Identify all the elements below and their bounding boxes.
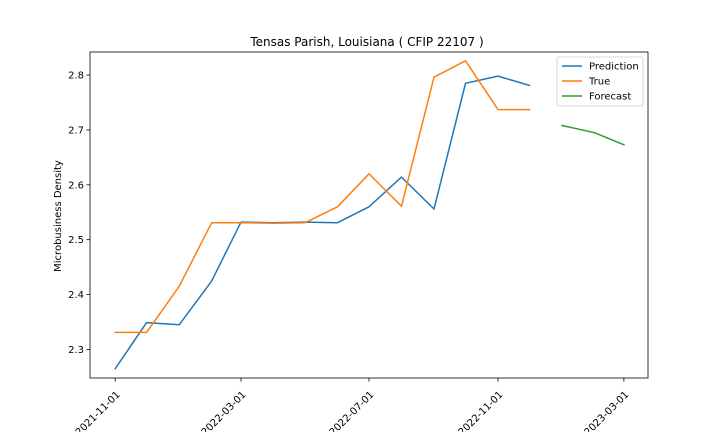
y-tick-label: 2.6	[68, 180, 84, 191]
x-tick-label: 2021-11-01	[74, 389, 123, 432]
legend-label-prediction: Prediction	[589, 62, 639, 73]
y-axis: 2.3 2.4 2.5 2.6 2.7 2.8	[68, 71, 90, 356]
series-line-prediction	[114, 75, 531, 370]
series-line-forecast	[561, 124, 625, 146]
y-tick-label: 2.5	[68, 235, 84, 246]
x-axis: 2021-11-01 2022-03-01 2022-07-01 2022-11-01…	[74, 378, 632, 432]
y-axis-label: Microbusiness Density	[53, 160, 64, 272]
y-tick-label: 2.4	[68, 290, 84, 301]
legend-frame	[556, 56, 644, 107]
series-line-true	[114, 60, 531, 334]
y-tick-label: 2.3	[68, 345, 84, 356]
x-tick-label: 2022-11-01	[457, 389, 506, 432]
x-tick-label: 2022-03-01	[200, 389, 249, 432]
plot-area	[114, 60, 625, 370]
y-tick-label: 2.7	[68, 125, 84, 136]
x-tick-label: 2022-07-01	[328, 389, 377, 432]
legend-label-true: True	[588, 77, 610, 88]
y-tick-label: 2.8	[68, 71, 84, 82]
legend: Prediction True Forecast	[556, 56, 644, 107]
x-tick-label: 2023-03-01	[583, 389, 632, 432]
legend-label-forecast: Forecast	[589, 92, 631, 103]
chart-title: Tensas Parish, Louisiana ( CFIP 22107 )	[249, 35, 483, 49]
